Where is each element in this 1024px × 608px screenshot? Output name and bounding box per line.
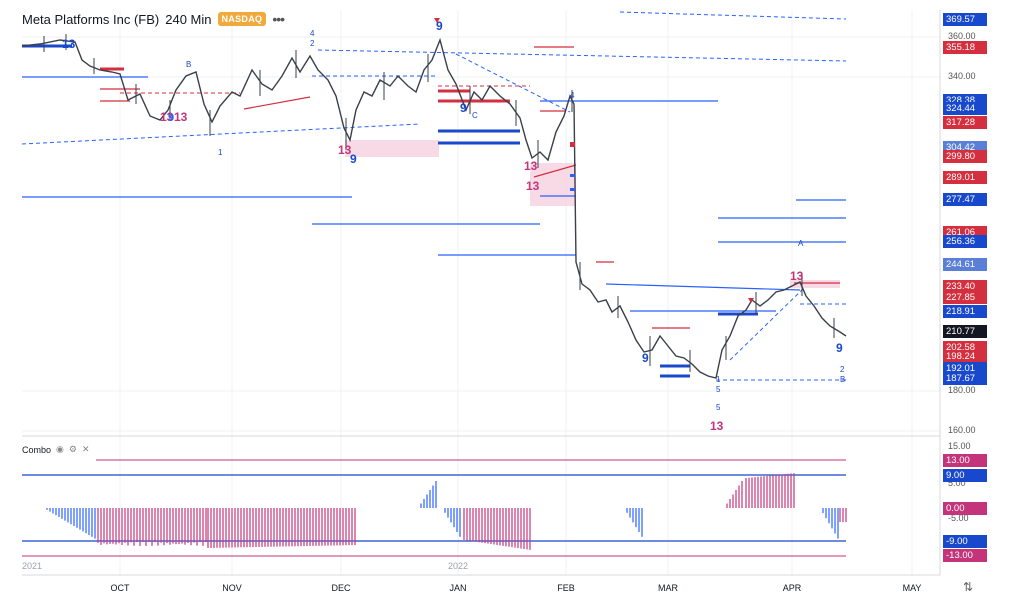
count-label: 1 [218,148,223,157]
price-series [21,37,847,379]
price-axis-label: 180.00 [948,385,976,395]
red-bars [100,67,510,103]
combo-indicator-header: Combo ◉ ⚙ ✕ [22,444,90,455]
count-label: 5 [716,403,721,412]
time-axis-label: MAR [658,583,678,593]
price-tag: 355.18 [943,41,987,54]
annotation-label: 13 [62,37,76,51]
oscillator-tag: -13.00 [943,549,987,562]
dashed-levels [21,11,847,381]
close-icon[interactable]: ✕ [81,444,90,454]
year-label: 2021 [22,561,43,571]
price-tag: 369.57 [943,13,987,26]
annotation-label: 13 [160,110,174,124]
count-label: 4 [570,91,575,100]
annotation-label: 13 [526,179,540,193]
count-label: 2 [840,365,845,374]
symbol-title[interactable]: Meta Platforms Inc (FB) [22,11,160,27]
oscillator-axis-label: 15.00 [948,441,971,451]
blue-levels [22,76,846,312]
red-levels [100,46,840,329]
time-axis-label: OCT [110,583,130,593]
oscillator-levels [22,459,846,557]
time-axis-label: APR [782,583,802,593]
price-axis-label: 360.00 [948,31,976,41]
annotation-label: 9 [168,112,174,124]
count-label: 1 [716,375,721,384]
oscillator-tag: 13.00 [943,454,987,467]
time-axis-label: MAY [902,583,922,593]
time-axis-label: JAN [449,583,467,593]
chart-header: Meta Platforms Inc (FB) 240 Min NASDAQ •… [22,10,285,28]
time-axis-label: DEC [331,583,351,593]
more-icon[interactable]: ••• [272,11,285,27]
price-tag: 289.01 [943,171,987,184]
price-tag: 324.44 [943,102,987,115]
annotation-label: 13 [710,419,724,433]
timeframe-label[interactable]: 240 Min [165,11,212,27]
price-axis-label: 340.00 [948,71,976,81]
time-axis-label: NOV [222,583,242,593]
scale-toggle-icon[interactable]: ⇅ [963,580,974,594]
price-tag: 192.01 [943,362,987,375]
markers [434,18,754,303]
annotation-label: 13 [524,159,538,173]
price-tag: 244.61 [943,258,987,271]
count-label: B [186,60,191,69]
oscillator-tag: -9.00 [943,535,987,548]
oscillator-axis-label: 5.00 [948,478,966,488]
price-tag: 198.24 [943,350,987,363]
annotation-label: 9 [436,19,443,33]
count-label: 4 [310,29,315,38]
supply-zones [345,140,840,288]
time-axis-label: FEB [557,583,575,593]
count-label: A [798,239,804,248]
price-axis-label: 160.00 [948,425,976,435]
annotation-label: 13 [174,110,188,124]
blue-bars [22,44,758,378]
count-label: 5 [716,385,721,394]
oscillator-bars [46,473,847,550]
eye-icon[interactable]: ◉ [56,444,64,454]
exchange-badge: NASDAQ [217,12,267,26]
grid-lines [22,10,940,575]
price-tag: 299.80 [943,150,987,163]
time-axis-label: 2022 [447,561,469,571]
red-dashed [120,85,530,94]
sequence-labels: 13 9 13 13 13 9 13 13 9 9 9 13 9 13 [62,19,843,433]
count-label: C [472,111,478,120]
count-label: 2 [310,39,315,48]
annotation-label: 9 [836,341,843,355]
price-tag: 227.85 [943,291,987,304]
annotation-label: 9 [642,351,649,365]
annotation-label: 13 [338,143,352,157]
price-tag: 317.28 [943,116,987,129]
candle-wicks [43,34,835,372]
annotation-label: 9 [460,101,467,115]
price-tag: 277.47 [943,193,987,206]
combo-label[interactable]: Combo [22,444,52,455]
annotation-label: 9 [350,152,357,166]
oscillator-tag: 9.00 [943,469,987,482]
price-tag: 218.91 [943,305,987,318]
count-label: B [840,375,845,384]
price-tag: 256.36 [943,235,987,248]
price-tag: 210.77 [943,325,987,338]
annotation-label: 13 [790,269,804,283]
price-tag: 233.40 [943,280,987,293]
oscillator-tag: 0.00 [943,502,987,515]
gear-icon[interactable]: ⚙ [68,444,77,454]
count-labels: 4 2 4 B A 1 5 5 2 B C 1 [186,29,845,412]
oscillator-axis-label: -5.00 [948,513,969,523]
price-tag: 187.67 [943,372,987,385]
